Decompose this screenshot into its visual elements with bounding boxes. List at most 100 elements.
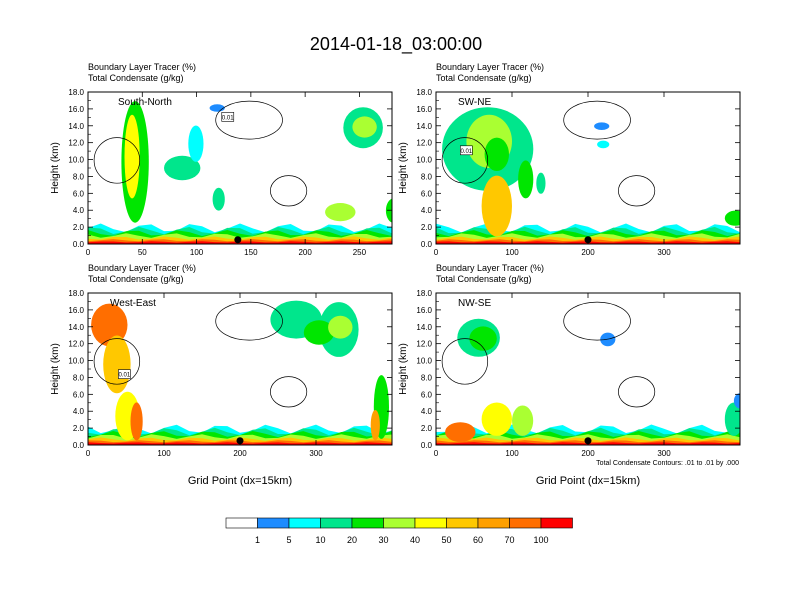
condensate-contour [563, 100, 631, 140]
y-tick-label: 6.0 [73, 189, 85, 198]
panel-subtitle-tracer: Boundary Layer Tracer (%) [436, 62, 544, 72]
y-tick-label: 8.0 [421, 172, 433, 181]
x-tick-label: 0 [86, 248, 91, 257]
y-tick-label: 10.0 [416, 357, 432, 366]
tracer-region [212, 187, 225, 211]
panel-subtitle-tracer: Boundary Layer Tracer (%) [88, 263, 196, 273]
location-marker [584, 437, 592, 445]
y-tick-label: 12.0 [416, 340, 432, 349]
y-tick-label: 16.0 [68, 105, 84, 114]
panel-direction-label: NW-SE [458, 298, 491, 309]
contour-label: 0.01 [460, 149, 472, 155]
y-tick-label: 14.0 [68, 323, 84, 332]
tracer-region [325, 203, 356, 222]
legend-swatch [509, 517, 542, 529]
panel-subtitle-tracer: Boundary Layer Tracer (%) [88, 62, 196, 72]
panel-frame [435, 292, 741, 446]
y-tick-label: 14.0 [416, 323, 432, 332]
legend-label: 50 [441, 535, 451, 545]
y-tick-label: 2.0 [73, 424, 85, 433]
legend-label: 70 [504, 535, 514, 545]
y-tick-label: 4.0 [73, 206, 85, 215]
condensate-contour [618, 175, 656, 207]
contour-label: 0.01 [222, 115, 234, 121]
tracer-region [469, 326, 497, 351]
tracer-region [209, 104, 225, 112]
tracer-region [445, 422, 476, 442]
legend-swatch [446, 517, 479, 529]
panel-subtitle-condensate: Total Condensate (g/kg) [436, 274, 532, 284]
heatmap-field [88, 100, 392, 244]
panel-direction-label: SW-NE [458, 97, 491, 108]
x-tick-label: 100 [505, 248, 519, 257]
y-tick-label: 14.0 [68, 122, 84, 131]
y-tick-label: 14.0 [416, 122, 432, 131]
heatmap-field [436, 100, 740, 244]
tracer-region [511, 405, 534, 436]
legend-swatch [540, 517, 573, 529]
tracer-region [484, 137, 509, 171]
y-tick-label: 18.0 [416, 289, 432, 298]
x-tick-label: 0 [86, 449, 91, 458]
legend-label: 100 [533, 535, 548, 545]
condensate-contour [563, 301, 631, 341]
panel-subtitle-condensate: Total Condensate (g/kg) [88, 274, 184, 284]
panel-2: Boundary Layer Tracer (%)Total Condensat… [398, 62, 741, 257]
y-tick-label: 10.0 [68, 156, 84, 165]
y-tick-label: 4.0 [421, 407, 433, 416]
tracer-region [481, 402, 512, 436]
tracer-region [164, 155, 201, 181]
tracer-region [597, 140, 610, 149]
tracer-region [124, 114, 140, 199]
location-marker [236, 437, 244, 445]
y-tick-label: 16.0 [68, 306, 84, 315]
x-tick-label: 100 [190, 248, 204, 257]
x-tick-label: 0 [434, 248, 439, 257]
legend-swatch [477, 517, 510, 529]
contour-label-box [460, 145, 473, 156]
x-tick-label: 300 [657, 248, 671, 257]
legend-label: 1 [255, 535, 260, 545]
condensate-contour [270, 175, 308, 207]
x-tick-label: 100 [157, 449, 171, 458]
legend-swatch [351, 517, 384, 529]
legend-swatch [225, 517, 258, 529]
contour-label: 0.01 [119, 373, 131, 379]
x-tick-label: 100 [505, 449, 519, 458]
y-tick-label: 4.0 [421, 206, 433, 215]
y-tick-label: 12.0 [416, 139, 432, 148]
y-tick-label: 8.0 [421, 373, 433, 382]
y-tick-label: 6.0 [421, 390, 433, 399]
legend-label: 60 [473, 535, 483, 545]
panel-4: Boundary Layer Tracer (%)Total Condensat… [398, 263, 741, 458]
tracer-region [481, 175, 512, 237]
x-tick-label: 200 [298, 248, 312, 257]
contour-label-box [118, 369, 131, 379]
y-tick-label: 0.0 [421, 240, 433, 249]
condensate-contour [93, 137, 141, 184]
heatmap-field [436, 301, 740, 445]
panel-subtitle-condensate: Total Condensate (g/kg) [88, 73, 184, 83]
y-tick-label: 10.0 [416, 156, 432, 165]
y-tick-label: 8.0 [73, 373, 85, 382]
tracer-region [518, 160, 534, 199]
legend-swatch [257, 517, 290, 529]
panel-subtitle-tracer: Boundary Layer Tracer (%) [436, 263, 544, 273]
x-tick-label: 250 [353, 248, 367, 257]
contour-label-box [221, 112, 235, 122]
y-tick-label: 0.0 [421, 441, 433, 450]
y-tick-label: 2.0 [421, 424, 433, 433]
legend-label: 30 [378, 535, 388, 545]
tracer-region [536, 172, 546, 194]
panel-1: Boundary Layer Tracer (%)Total Condensat… [50, 62, 393, 257]
y-tick-label: 18.0 [416, 88, 432, 97]
condensate-contour [270, 376, 308, 408]
legend-label: 10 [315, 535, 325, 545]
contour-note: Total Condensate Contours: .01 to .01 by… [596, 460, 739, 467]
color-legend: 1 5 10 20 30 40 50 60 70 100 [225, 517, 573, 545]
legend-swatch [414, 517, 447, 529]
y-tick-label: 6.0 [421, 189, 433, 198]
tracer-region [352, 116, 377, 138]
x-tick-label: 0 [434, 449, 439, 458]
